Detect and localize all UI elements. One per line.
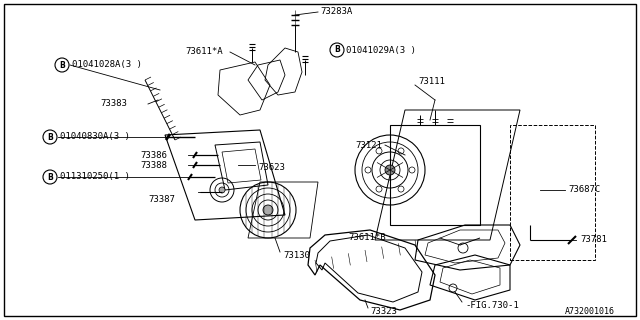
Text: B: B [59,60,65,69]
Circle shape [219,187,225,193]
Text: 73130: 73130 [283,251,310,260]
Circle shape [376,186,382,192]
Text: 73687C: 73687C [568,186,600,195]
Text: A732001016: A732001016 [565,308,615,316]
Circle shape [409,167,415,173]
Text: 73386: 73386 [140,150,167,159]
Text: 73121: 73121 [355,140,382,149]
Text: 73383: 73383 [100,100,127,108]
Text: 73611*A: 73611*A [185,47,223,57]
Circle shape [376,148,382,154]
Text: 73623: 73623 [258,164,285,172]
Circle shape [55,58,69,72]
Text: 01041029A(3 ): 01041029A(3 ) [346,45,416,54]
Circle shape [43,130,57,144]
Text: 011310250(1 ): 011310250(1 ) [60,172,130,181]
Circle shape [365,167,371,173]
Text: 73111: 73111 [418,77,445,86]
Text: 73323: 73323 [370,307,397,316]
Text: 73388: 73388 [140,161,167,170]
Text: B: B [47,132,53,141]
Text: 01040830A(3 ): 01040830A(3 ) [60,132,130,141]
Text: 73283A: 73283A [320,7,352,17]
Circle shape [398,148,404,154]
Text: 73611*B: 73611*B [348,234,386,243]
Text: B: B [334,45,340,54]
Circle shape [330,43,344,57]
Text: 73387: 73387 [148,196,175,204]
Text: 73781: 73781 [580,236,607,244]
Text: B: B [47,172,53,181]
Circle shape [385,165,395,175]
Circle shape [398,186,404,192]
Circle shape [43,170,57,184]
Text: -FIG.730-1: -FIG.730-1 [465,300,519,309]
Text: 01041028A(3 ): 01041028A(3 ) [72,60,142,69]
Circle shape [263,205,273,215]
